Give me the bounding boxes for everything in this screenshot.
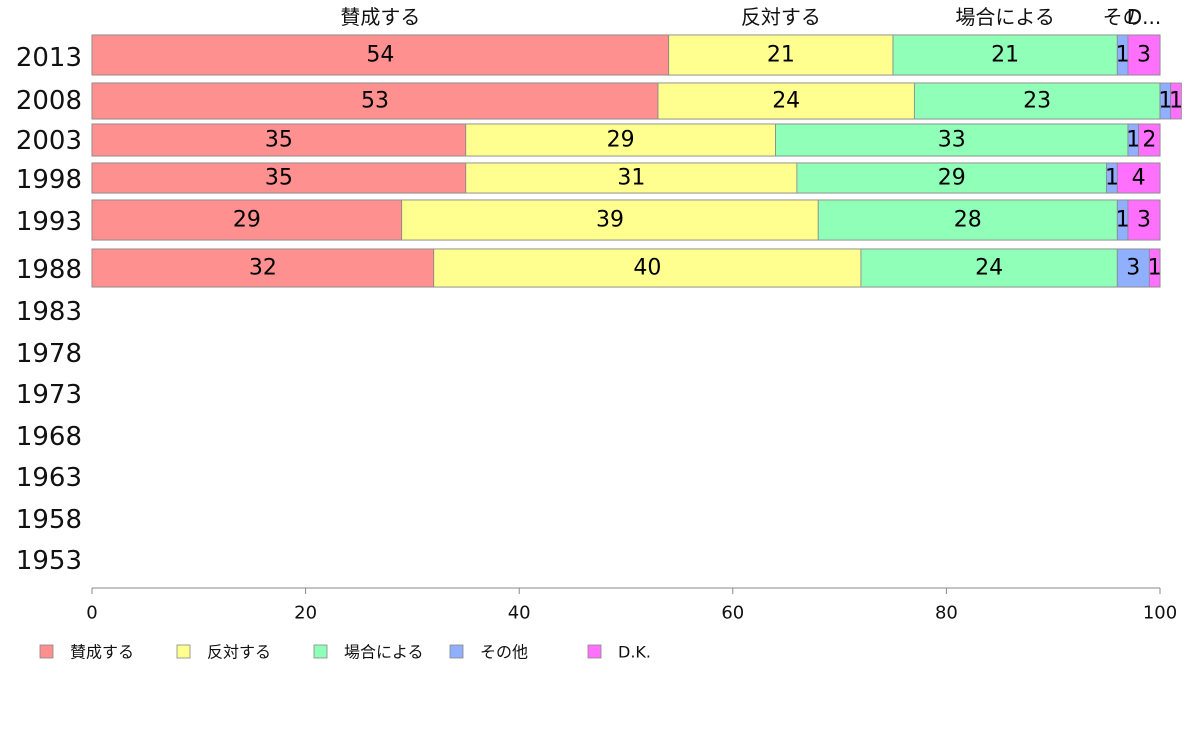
year-label-1978: 1978 [16,339,82,369]
year-label-1973: 1973 [16,380,82,410]
year-label-2008: 2008 [16,86,82,116]
legend-label-2: 場合による [344,643,424,662]
year-label-2013: 2013 [16,43,82,73]
value-label-1993-4: 3 [1137,208,1151,233]
value-label-2003-4: 2 [1142,128,1156,153]
value-label-1998-4: 4 [1132,166,1146,191]
value-label-1993-2: 28 [954,208,982,233]
legend-label-1: 反対する [207,643,271,662]
bar-segment-2008-2 [913,82,1161,120]
x-tick-label-80: 80 [935,603,958,624]
value-label-1993-1: 39 [596,208,624,233]
bar-segment-1998-0 [91,162,467,194]
value-label-2008-4: 1 [1169,89,1183,114]
legend-swatch-0 [39,644,54,659]
value-label-2013-4: 3 [1137,43,1151,68]
x-tick-label-0: 0 [86,603,97,624]
legend-label-3: その他 [480,643,528,662]
legend-swatch-4 [587,644,602,659]
value-label-2003-3: 1 [1126,128,1140,153]
bar-segment-2013-1 [668,34,894,76]
bar-segment-1993-1 [401,199,819,241]
value-label-1993-3: 1 [1116,208,1130,233]
value-label-1998-3: 1 [1105,166,1119,191]
bar-segment-1998-2 [796,162,1108,194]
bar-segment-2003-2 [775,123,1129,157]
year-label-1983: 1983 [16,297,82,327]
value-label-1988-4: 1 [1148,256,1162,281]
x-tick-label-100: 100 [1143,603,1177,624]
value-label-2013-1: 21 [767,43,795,68]
top-label-2: 場合による [955,5,1054,29]
year-label-1953: 1953 [16,546,82,576]
year-label-1963: 1963 [16,463,82,493]
value-label-1998-0: 35 [265,166,293,191]
bar-segment-1988-3 [1116,248,1150,288]
value-label-2003-0: 35 [265,128,293,153]
value-label-1988-3: 3 [1126,256,1140,281]
x-tick-label-60: 60 [721,603,744,624]
bar-segment-2003-0 [91,123,467,157]
bar-segment-1993-2 [817,199,1118,241]
bar-segment-1988-0 [91,248,435,288]
bar-segment-1993-4 [1127,199,1161,241]
value-label-2013-0: 54 [366,43,394,68]
value-label-2013-2: 21 [991,43,1019,68]
value-label-1993-0: 29 [233,208,261,233]
top-label-4: D... [1127,5,1161,29]
bar-segment-1988-1 [433,248,862,288]
value-label-1998-2: 29 [938,166,966,191]
value-label-1988-2: 24 [975,256,1003,281]
bar-segment-2013-4 [1127,34,1161,76]
bar-segment-1988-4 [1148,248,1161,288]
top-label-0: 賛成する [340,5,420,29]
value-label-2008-0: 53 [361,89,389,114]
bar-segment-2003-1 [465,123,776,157]
value-label-2003-1: 29 [607,128,635,153]
bar-segment-1993-0 [91,199,403,241]
value-label-2003-2: 33 [938,128,966,153]
bar-segment-2003-4 [1138,123,1161,157]
year-label-1958: 1958 [16,505,82,535]
value-label-1988-0: 32 [249,256,277,281]
value-label-2008-2: 23 [1023,89,1051,114]
value-label-2013-3: 1 [1116,43,1130,68]
year-label-1988: 1988 [16,255,82,285]
bar-segment-2008-4 [1170,82,1182,120]
year-label-1998: 1998 [16,165,82,195]
legend-swatch-1 [176,644,191,659]
legend-label-4: D.K. [618,643,651,662]
top-label-1: 反対する [741,5,821,29]
legend-swatch-2 [313,644,328,659]
bar-segment-2008-0 [91,82,659,120]
legend-swatch-3 [449,644,464,659]
x-tick-label-40: 40 [508,603,531,624]
bar-segment-1988-2 [860,248,1118,288]
value-label-1998-1: 31 [617,166,645,191]
bar-segment-1998-4 [1116,162,1161,194]
year-label-1993: 1993 [16,207,82,237]
year-label-2003: 2003 [16,126,82,156]
legend-label-0: 賛成する [70,643,134,662]
bar-segment-2013-0 [91,34,670,76]
bar-segment-1998-1 [465,162,798,194]
x-tick-label-20: 20 [294,603,317,624]
value-label-2008-1: 24 [772,89,800,114]
year-label-1968: 1968 [16,422,82,452]
value-label-1988-1: 40 [633,256,661,281]
bar-segment-2008-1 [657,82,915,120]
value-label-2008-3: 1 [1158,89,1172,114]
top-label-3: その [1103,5,1143,29]
